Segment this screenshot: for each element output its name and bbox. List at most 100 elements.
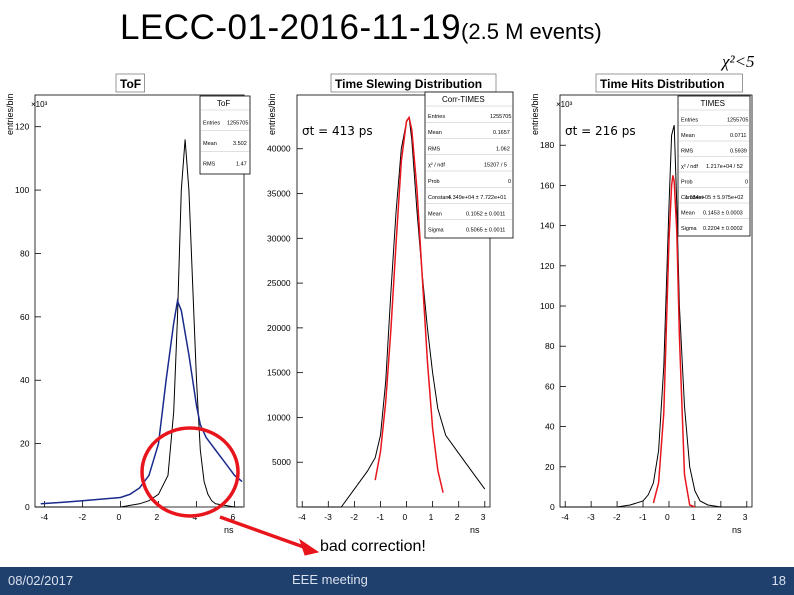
stats-row-value: 0 [508, 179, 511, 185]
footer-bar [0, 567, 794, 595]
stats-row-value: 4.349e+04 ± 7.722e+01 [448, 195, 506, 201]
stats-row-value: 3.502 [233, 141, 247, 147]
panel-title-box [330, 73, 497, 93]
stats-row-label: RMS [203, 162, 216, 168]
y-tick-label: 140 [540, 221, 554, 231]
x-axis-label: ns [470, 525, 480, 535]
x-tick-label: 2 [717, 512, 722, 522]
y-tick-label: 80 [545, 341, 555, 351]
series-line-gauss-fit [652, 175, 696, 508]
stats-row-value: 0.0711 [730, 133, 746, 139]
x-tick-label: 1 [429, 512, 434, 522]
y-tick-label: 5000 [272, 457, 291, 467]
y-tick-label: 20000 [267, 323, 291, 333]
x-tick-label: -4 [561, 512, 569, 522]
y-tick-label: 120 [15, 122, 29, 132]
x-tick-label: -2 [350, 512, 358, 522]
page-number: 18 [771, 573, 786, 588]
stats-row-label: Mean [203, 141, 217, 147]
x-tick-label: 0 [403, 512, 408, 522]
stats-box [677, 95, 751, 237]
y-tick-label: 30000 [267, 233, 291, 243]
x-tick-label: 2 [155, 512, 160, 522]
stats-row-label: Sigma [428, 228, 445, 234]
stats-row-value: 0.5065 ± 0.0011 [466, 228, 505, 234]
stats-row-value: 1.47 [236, 162, 247, 168]
title-main: LECC-01-2016-11-19 [120, 8, 462, 47]
stats-row-label: RMS [428, 146, 441, 152]
chi2-note: χ²<5 [722, 52, 755, 71]
axes-frame [34, 94, 245, 508]
stats-box-title: ToF [217, 99, 230, 108]
x-tick-label: 3 [481, 512, 486, 522]
slide-title: LECC-01-2016-11-19(2.5 M events) [120, 8, 602, 48]
x-tick-label: -3 [587, 512, 595, 522]
panel-title: Time Hits Distribution [600, 77, 724, 91]
y-tick-label: 100 [540, 301, 554, 311]
stats-row-label: Mean [428, 130, 442, 136]
y-axis-label: entries/bin [530, 93, 540, 135]
stats-row-value: 0 [745, 179, 748, 185]
axes-frame [296, 94, 491, 508]
stats-row-label: Entries [428, 114, 445, 120]
y-tick-label: 40000 [267, 144, 291, 154]
stats-row-label: χ² / ndf [681, 164, 698, 170]
stats-row-value: 0.1052 ± 0.0011 [466, 211, 505, 217]
stats-row-label: Mean [428, 211, 442, 217]
x-axis-label: ns [732, 525, 742, 535]
stats-row-value: 0.1657 [493, 130, 510, 136]
y-tick-label: 120 [540, 261, 554, 271]
series-line-gauss-fit [374, 115, 444, 493]
y-tick-label: 100 [15, 185, 29, 195]
y-tick-label: 80 [20, 248, 30, 258]
footer-date: 08/02/2017 [8, 573, 74, 588]
y-tick-label: 15000 [267, 368, 291, 378]
x-tick-label: -2 [79, 512, 87, 522]
panel-title-box [595, 73, 743, 93]
stats-row-label: Prob [428, 179, 440, 185]
y-tick-label: 60 [20, 312, 30, 322]
stats-row-label: Constant [681, 195, 703, 201]
x-tick-label: 3 [743, 512, 748, 522]
stats-box [424, 91, 514, 239]
title-sub: (2.5 M events) [461, 19, 602, 44]
series-line-data [40, 139, 243, 508]
stats-row-value: 1255705 [227, 120, 248, 126]
highlight-arrow-head [299, 538, 320, 556]
stats-box [199, 95, 251, 175]
x-tick-label: -1 [639, 512, 647, 522]
stats-row-label: Constant [428, 195, 450, 201]
y-tick-label: 40 [545, 422, 555, 432]
y-tick-label: 20 [20, 439, 30, 449]
y-axis-label: entries/bin [267, 93, 277, 135]
stats-row-label: Mean [681, 210, 695, 216]
x-tick-label: 1 [691, 512, 696, 522]
y-tick-label: 0 [550, 502, 555, 512]
x-tick-label: -2 [613, 512, 621, 522]
footer-meeting: EEE meeting [292, 572, 368, 587]
y-tick-label: 20 [545, 462, 555, 472]
stats-row-value: 0.5939 [730, 148, 747, 154]
y-tick-label: 180 [540, 140, 554, 150]
y-tick-label: 25000 [267, 278, 291, 288]
highlight-arrow-line [219, 515, 313, 552]
y-tick-label: 60 [545, 381, 555, 391]
x-tick-label: 0 [117, 512, 122, 522]
stats-box-title: Corr-TIMES [442, 95, 485, 104]
x-tick-label: 6 [231, 512, 236, 522]
y-tick-label: 10000 [267, 412, 291, 422]
panel-title: ToF [120, 77, 141, 91]
bad-correction-label: bad correction! [320, 538, 426, 555]
x-tick-label: -4 [41, 512, 49, 522]
x-axis-label: ns [224, 525, 234, 535]
stats-row-label: Entries [203, 120, 220, 126]
y-multiplier-label: ×10³ [31, 100, 48, 109]
x-tick-label: 0 [665, 512, 670, 522]
y-multiplier-label: ×10³ [556, 100, 573, 109]
panel-title-box [115, 73, 145, 93]
y-axis-label: entries/bin [5, 93, 15, 135]
series-line-corrected [40, 298, 243, 505]
stats-row-label: RMS [681, 148, 694, 154]
stats-row-label: Entries [681, 117, 698, 123]
